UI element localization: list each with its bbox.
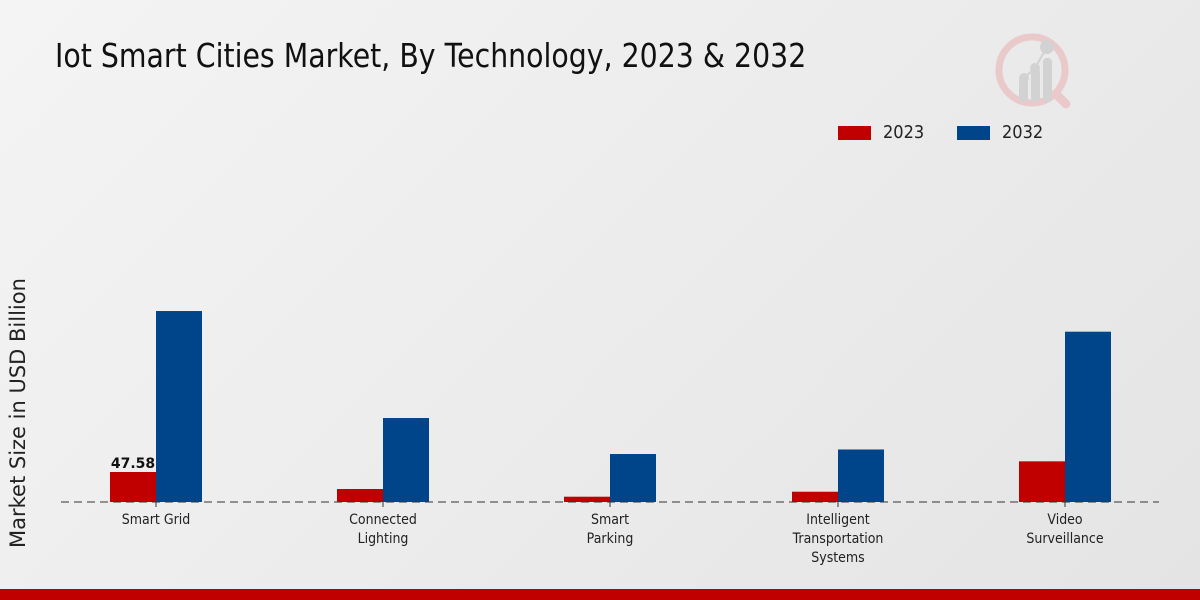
- bar-2032-3: [838, 449, 884, 502]
- bar-2032-2: [610, 454, 656, 502]
- legend-swatch-2023: [838, 125, 871, 140]
- x-tick-label: Intelligent Transportation Systems: [792, 512, 884, 566]
- x-tick-label: Smart Grid: [122, 512, 190, 528]
- bar-2023-4: [1019, 461, 1065, 502]
- bar-2023-0: [110, 472, 156, 502]
- bar-2023-3: [792, 491, 838, 502]
- x-tick-label: Video Surveillance: [1026, 512, 1103, 547]
- legend-item-2023[interactable]: 2023: [838, 122, 929, 143]
- bar-2032-4: [1065, 331, 1111, 502]
- market-research-logo-icon: [990, 28, 1080, 113]
- x-tick-label: Connected Lighting: [349, 512, 417, 547]
- data-label: 47.58: [111, 456, 155, 472]
- legend-label-2023: 2023: [883, 122, 925, 143]
- legend-label-2032: 2032: [1002, 122, 1044, 143]
- x-tick-label: Smart Parking: [587, 512, 634, 547]
- legend-swatch-2032: [957, 125, 990, 140]
- bar-2032-0: [156, 311, 202, 502]
- bar-2032-1: [383, 418, 429, 502]
- bar-2023-2: [564, 496, 610, 502]
- legend-item-2032[interactable]: 2032: [957, 122, 1048, 143]
- bottom-accent-strip: [0, 589, 1200, 600]
- bar-2023-1: [337, 489, 383, 502]
- chart-title: Iot Smart Cities Market, By Technology, …: [55, 36, 807, 75]
